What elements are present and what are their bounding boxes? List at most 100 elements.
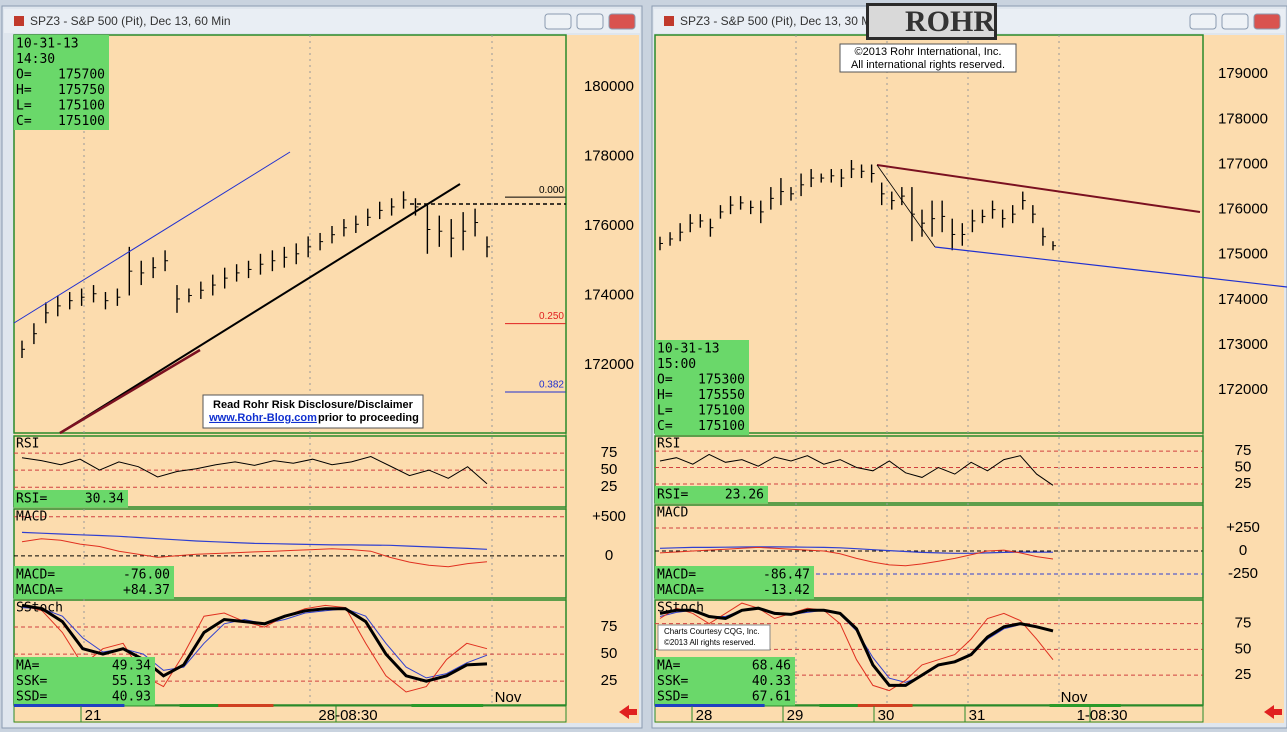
trend-line	[876, 164, 936, 248]
disclaimer-box	[202, 394, 424, 429]
info-box	[14, 35, 109, 130]
info-value: 175100	[698, 404, 745, 419]
y-tick-label: 173000	[1218, 336, 1268, 353]
stoch-readout-value: 68.46	[752, 659, 791, 674]
window-min-button[interactable]	[1189, 13, 1217, 30]
stoch-readout-box	[14, 657, 155, 706]
session-strip	[218, 704, 274, 707]
window-close-button[interactable]	[608, 13, 636, 30]
stoch-readout-value: 40.93	[112, 690, 151, 705]
macd-readout-box	[655, 566, 814, 599]
info-label: 14:30	[16, 52, 55, 67]
macd-macda-line	[659, 546, 1054, 554]
panel-label: MACD	[657, 506, 688, 521]
trend-line	[59, 183, 461, 434]
rsi-readout-label: RSI=	[16, 492, 47, 507]
fib-label: 0.250	[539, 311, 564, 322]
x-tick-label: 31	[969, 707, 986, 724]
window-max-button[interactable]	[1221, 13, 1249, 30]
macd-readout-label: MACDA=	[16, 583, 63, 598]
y-tick-label: 25	[601, 478, 618, 495]
y-tick-label: 25	[601, 672, 618, 689]
scroll-arrow[interactable]	[1264, 705, 1282, 719]
info-label: H=	[657, 388, 673, 403]
trend-line	[876, 164, 1201, 213]
stoch-readout-label: SSD=	[16, 690, 47, 705]
y-tick-label: 75	[601, 444, 618, 461]
disclaimer-rest: prior to proceeding	[318, 412, 419, 424]
rsi-readout-box	[655, 486, 768, 504]
info-value: 175100	[698, 419, 745, 434]
logo-inner	[869, 6, 994, 37]
rsi-values-line	[659, 453, 1054, 486]
macd-readout-label: MACD=	[657, 568, 696, 583]
chart-area	[655, 35, 1284, 723]
y-tick-label: -250	[1228, 565, 1258, 582]
stoch-ssd-line	[659, 606, 1054, 687]
info-label: O=	[16, 68, 32, 83]
app-icon	[14, 16, 24, 26]
info-value: 175750	[58, 83, 105, 98]
session-strip	[655, 704, 765, 707]
macd-readout-value: -13.42	[763, 583, 810, 598]
copyright-line: ©2013 Rohr International, Inc.	[855, 46, 1002, 58]
window-title: SPZ3 - S&P 500 (Pit), Dec 13, 60 Min	[30, 14, 231, 28]
trend-line	[59, 348, 201, 435]
x-tick-label: 28-08:30	[318, 707, 377, 724]
x-tick-label: 21	[85, 707, 102, 724]
stoch-readout-label: SSK=	[657, 674, 688, 689]
disclaimer-link[interactable]: www.Rohr-Blog.com	[208, 412, 317, 424]
panel-label: SStoch	[657, 601, 704, 616]
y-tick-label: 75	[1235, 615, 1252, 632]
y-tick-label: 50	[1235, 458, 1252, 475]
window-close-button[interactable]	[1253, 13, 1281, 30]
macd-readout-label: MACD=	[16, 568, 55, 583]
y-tick-label: 177000	[1218, 155, 1268, 172]
y-tick-label: 50	[1235, 640, 1252, 657]
macd-readout-label: MACDA=	[657, 583, 704, 598]
window-min-button[interactable]	[544, 13, 572, 30]
info-label: 10-31-13	[16, 37, 79, 52]
macd-readout-value: +84.37	[123, 583, 170, 598]
info-label: 10-31-13	[657, 342, 720, 357]
copyright-box	[839, 43, 1017, 73]
x-tick-label: 30	[878, 707, 895, 724]
cqg-box	[657, 624, 771, 651]
month-label: Nov	[495, 689, 522, 706]
stoch-readout-value: 55.13	[112, 674, 151, 689]
info-label: C=	[657, 419, 673, 434]
macd-readout-value: -86.47	[763, 568, 810, 583]
stoch-readout-value: 67.61	[752, 690, 791, 705]
y-tick-label: 174000	[1218, 291, 1268, 308]
rsi-readout-label: RSI=	[657, 488, 688, 503]
info-value: 175700	[58, 68, 105, 83]
info-value: 175100	[58, 99, 105, 114]
y-tick-label: 172000	[584, 356, 634, 373]
window-max-button[interactable]	[576, 13, 604, 30]
window-title: SPZ3 - S&P 500 (Pit), Dec 13, 30 Min	[680, 14, 881, 28]
scroll-arrow[interactable]	[619, 705, 637, 719]
info-label: O=	[657, 373, 673, 388]
y-tick-label: 75	[601, 618, 618, 635]
y-tick-label: 25	[1235, 666, 1252, 683]
trend-line	[13, 151, 291, 324]
y-tick-label: 0	[605, 547, 613, 564]
cqg-line: ©2013 All rights reserved.	[664, 638, 756, 647]
x-tick-label: 1-08:30	[1077, 707, 1128, 724]
stoch-ssd-line	[21, 603, 488, 683]
y-tick-label: 25	[1235, 475, 1252, 492]
panel-label: MACD	[16, 510, 47, 525]
cqg-line: Charts Courtesy CQG, Inc.	[664, 627, 760, 636]
info-value: 175550	[698, 388, 745, 403]
y-tick-label: 179000	[1218, 65, 1268, 82]
y-tick-label: 180000	[584, 78, 634, 95]
stoch-readout-box	[655, 657, 795, 706]
logo: ROHR	[905, 5, 995, 38]
title-bar	[4, 9, 640, 33]
stoch-ssk-line	[21, 604, 488, 693]
panel-label: RSI	[16, 437, 39, 452]
info-value: 175100	[58, 114, 105, 129]
disclaimer-line: Read Rohr Risk Disclosure/Disclaimer	[213, 399, 414, 411]
y-tick-label: +500	[592, 508, 626, 525]
y-tick-label: 178000	[1218, 110, 1268, 127]
